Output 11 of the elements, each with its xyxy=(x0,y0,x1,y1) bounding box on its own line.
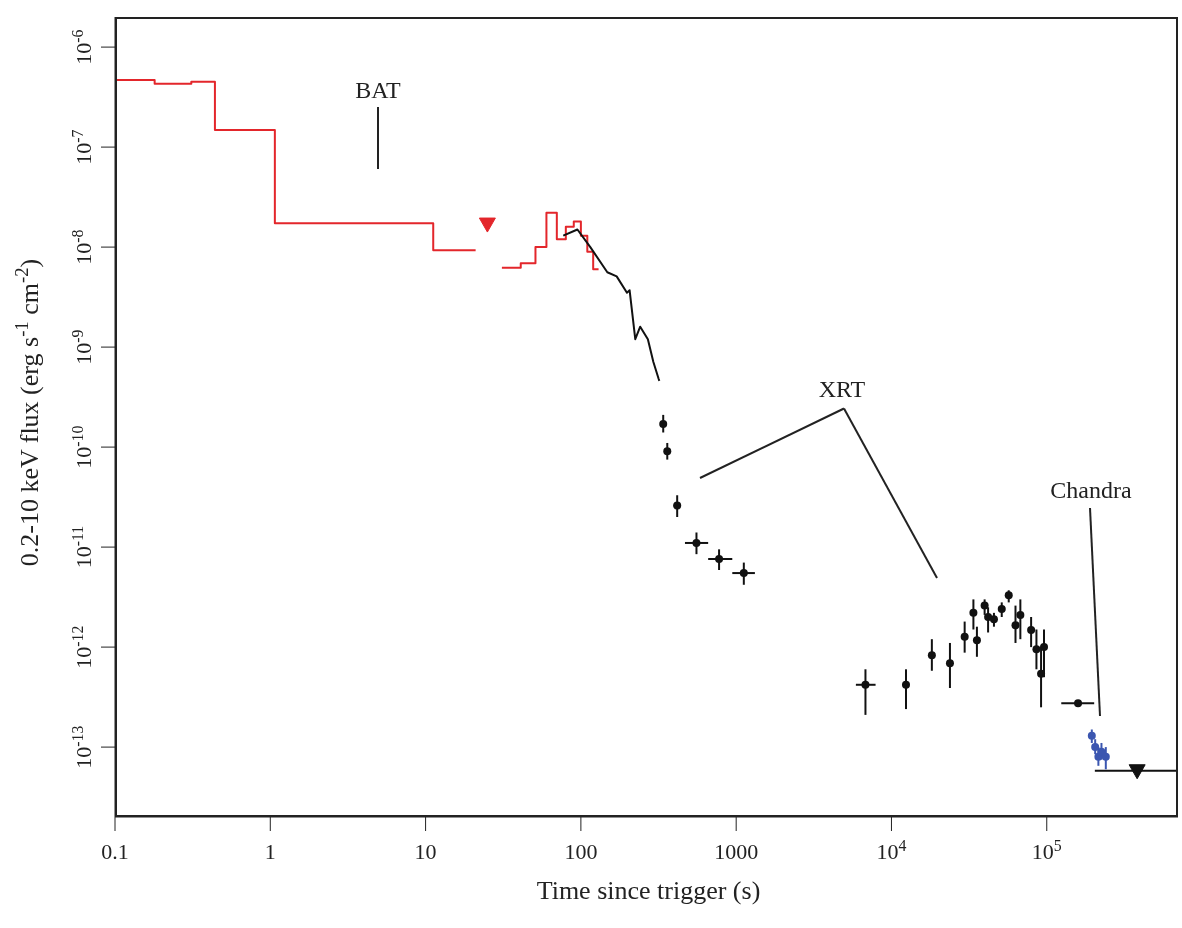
x-tick-label: 1000 xyxy=(714,839,759,864)
annotation: BAT xyxy=(355,77,402,103)
x-tick-label: 0.1 xyxy=(101,839,129,864)
x-tick-label: 10 xyxy=(414,839,437,864)
annotation: Chandra xyxy=(1050,477,1132,503)
x-axis-title: Time since trigger (s) xyxy=(535,876,762,906)
x-tick-label: 100 xyxy=(564,839,598,864)
x-tick-label: 1 xyxy=(264,839,276,864)
x-tick-label: 10$^{5}$ xyxy=(1031,836,1062,864)
annotation: XRT xyxy=(818,376,866,402)
x-tick-label: 10$^{4}$ xyxy=(876,836,907,864)
